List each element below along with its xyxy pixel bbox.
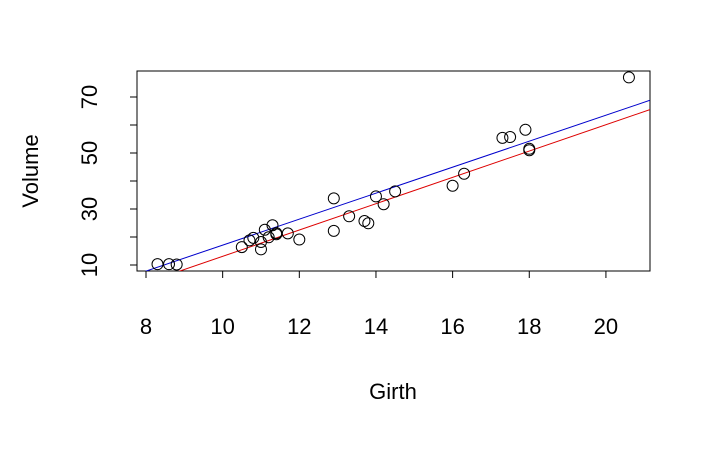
point [270, 227, 283, 240]
point [247, 231, 260, 244]
x-tick-label: 10 [210, 314, 234, 339]
point [504, 131, 517, 144]
x-tick-label: 20 [594, 314, 618, 339]
y-tick-label: 30 [77, 197, 102, 221]
fit-line [144, 99, 650, 271]
point [243, 234, 256, 247]
point [362, 217, 375, 230]
point [496, 131, 509, 144]
point [519, 123, 532, 136]
fit-line [178, 109, 650, 271]
plot-box [136, 70, 651, 272]
point [358, 215, 371, 228]
point [458, 167, 471, 180]
point [327, 192, 340, 205]
point [622, 71, 635, 84]
point [343, 210, 356, 223]
point [523, 144, 536, 157]
point [293, 233, 306, 246]
point [369, 190, 382, 203]
y-tick-label: 10 [77, 253, 102, 277]
x-axis-label: Girth [369, 379, 417, 404]
point [389, 185, 402, 198]
plot-area [144, 99, 650, 271]
point [327, 224, 340, 237]
point [377, 198, 390, 211]
point [163, 258, 176, 271]
y-tick-label: 70 [77, 85, 102, 109]
x-tick-label: 18 [517, 314, 541, 339]
x-tick-label: 12 [287, 314, 311, 339]
x-tick-label: 14 [364, 314, 388, 339]
point [151, 258, 164, 271]
y-axis-label: Volume [18, 134, 43, 207]
point [281, 227, 294, 240]
x-tick-label: 8 [140, 314, 152, 339]
y-tick-label: 50 [77, 141, 102, 165]
point [446, 179, 459, 192]
x-tick-label: 16 [440, 314, 464, 339]
point [235, 241, 248, 254]
point [258, 223, 271, 236]
point [254, 243, 267, 256]
point [262, 231, 275, 244]
point [170, 258, 183, 271]
